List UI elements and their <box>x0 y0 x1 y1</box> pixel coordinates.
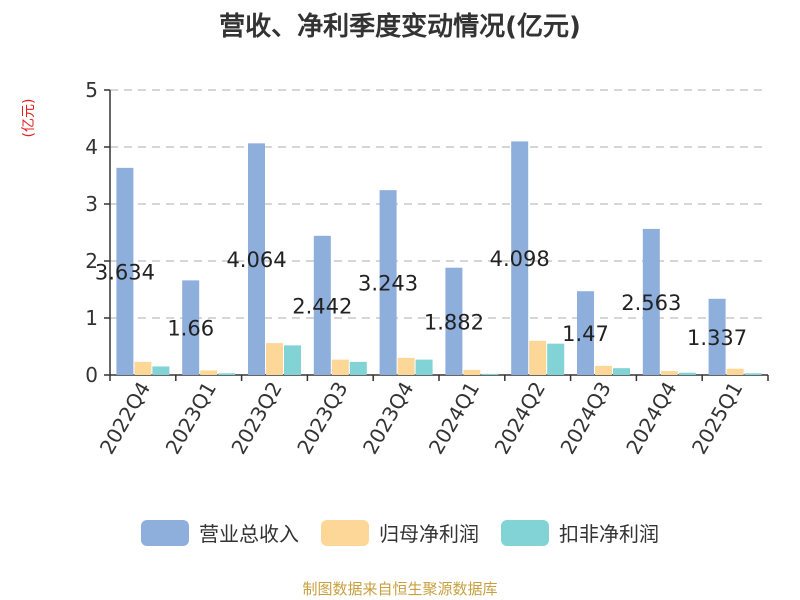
data-label-revenue: 1.882 <box>424 310 484 334</box>
x-tick-label: 2023Q4 <box>358 378 418 459</box>
bar-revenue <box>445 267 463 375</box>
legend-label-revenue: 营业总收入 <box>199 522 299 546</box>
data-source-note: 制图数据来自恒生聚源数据库 <box>302 580 498 598</box>
bar-net-profit <box>134 361 152 375</box>
bar-revenue <box>379 190 397 375</box>
bar-net-profit <box>660 371 678 375</box>
data-label-revenue: 2.563 <box>621 291 681 315</box>
legend-swatch-revenue <box>141 519 189 546</box>
bar-deducted-profit <box>744 373 762 375</box>
x-tick-label: 2023Q1 <box>161 378 221 459</box>
legend-swatch-net-profit <box>321 519 369 546</box>
bar-deducted-profit <box>678 372 696 375</box>
bar-revenue <box>248 143 265 375</box>
bar-deducted-profit <box>613 368 630 375</box>
bar-net-profit <box>266 343 283 375</box>
bar-net-profit <box>397 357 415 375</box>
legend-swatch-deducted-profit <box>501 519 549 546</box>
legend-label-deducted-profit: 扣非净利润 <box>559 522 659 546</box>
y-tick-label: 2 <box>85 249 98 273</box>
bar-deducted-profit <box>152 366 170 375</box>
bar-net-profit <box>200 370 218 375</box>
y-tick-label: 1 <box>85 306 98 330</box>
data-label-revenue: 3.243 <box>358 272 418 296</box>
bar-revenue <box>642 228 660 375</box>
data-label-revenue: 3.634 <box>95 260 155 284</box>
x-tick-label: 2024Q4 <box>621 378 681 459</box>
bar-net-profit <box>331 359 349 375</box>
legend-label-net-profit: 归母净利润 <box>379 522 479 546</box>
data-label-revenue: 1.66 <box>167 317 214 341</box>
bar-deducted-profit <box>547 343 565 375</box>
data-label-revenue: 1.47 <box>562 322 609 346</box>
chart-title: 营收、净利季度变动情况(亿元) <box>219 12 581 42</box>
legend: 营业总收入 归母净利润 扣非净利润 <box>0 518 800 547</box>
bar-revenue <box>577 291 594 375</box>
bar-revenue <box>182 280 200 375</box>
x-tick-label: 2025Q1 <box>687 378 747 459</box>
bar-revenue <box>511 141 529 375</box>
legend-item-net-profit[interactable]: 归母净利润 <box>321 518 479 547</box>
bar-net-profit <box>726 368 744 375</box>
bar-deducted-profit <box>415 359 433 375</box>
x-tick-label: 2024Q2 <box>490 378 550 459</box>
bar-deducted-profit <box>349 361 367 375</box>
y-tick-label: 4 <box>85 135 98 159</box>
x-tick-label: 2024Q3 <box>555 378 615 459</box>
bar-revenue <box>116 167 134 375</box>
bar-deducted-profit <box>481 373 499 375</box>
bar-net-profit <box>595 365 612 375</box>
bar-net-profit <box>529 340 547 375</box>
data-label-revenue: 2.442 <box>292 294 352 318</box>
y-tick-label: 3 <box>85 192 98 216</box>
data-label-revenue: 4.064 <box>226 248 286 272</box>
data-label-revenue: 1.337 <box>687 326 747 350</box>
y-tick-label: 0 <box>85 363 98 387</box>
bar-deducted-profit <box>284 345 301 375</box>
x-tick-label: 2022Q4 <box>95 378 155 459</box>
bar-revenue <box>313 235 331 375</box>
x-tick-label: 2023Q3 <box>292 378 352 459</box>
bar-deducted-profit <box>218 373 236 375</box>
x-tick-label: 2023Q2 <box>226 378 286 459</box>
legend-item-deducted-profit[interactable]: 扣非净利润 <box>501 518 659 547</box>
x-tick-label: 2024Q1 <box>424 378 484 459</box>
bar-revenue <box>708 298 726 375</box>
y-tick-label: 5 <box>85 78 98 102</box>
data-label-revenue: 4.098 <box>490 247 550 271</box>
bar-net-profit <box>463 369 481 375</box>
legend-item-revenue[interactable]: 营业总收入 <box>141 518 299 547</box>
